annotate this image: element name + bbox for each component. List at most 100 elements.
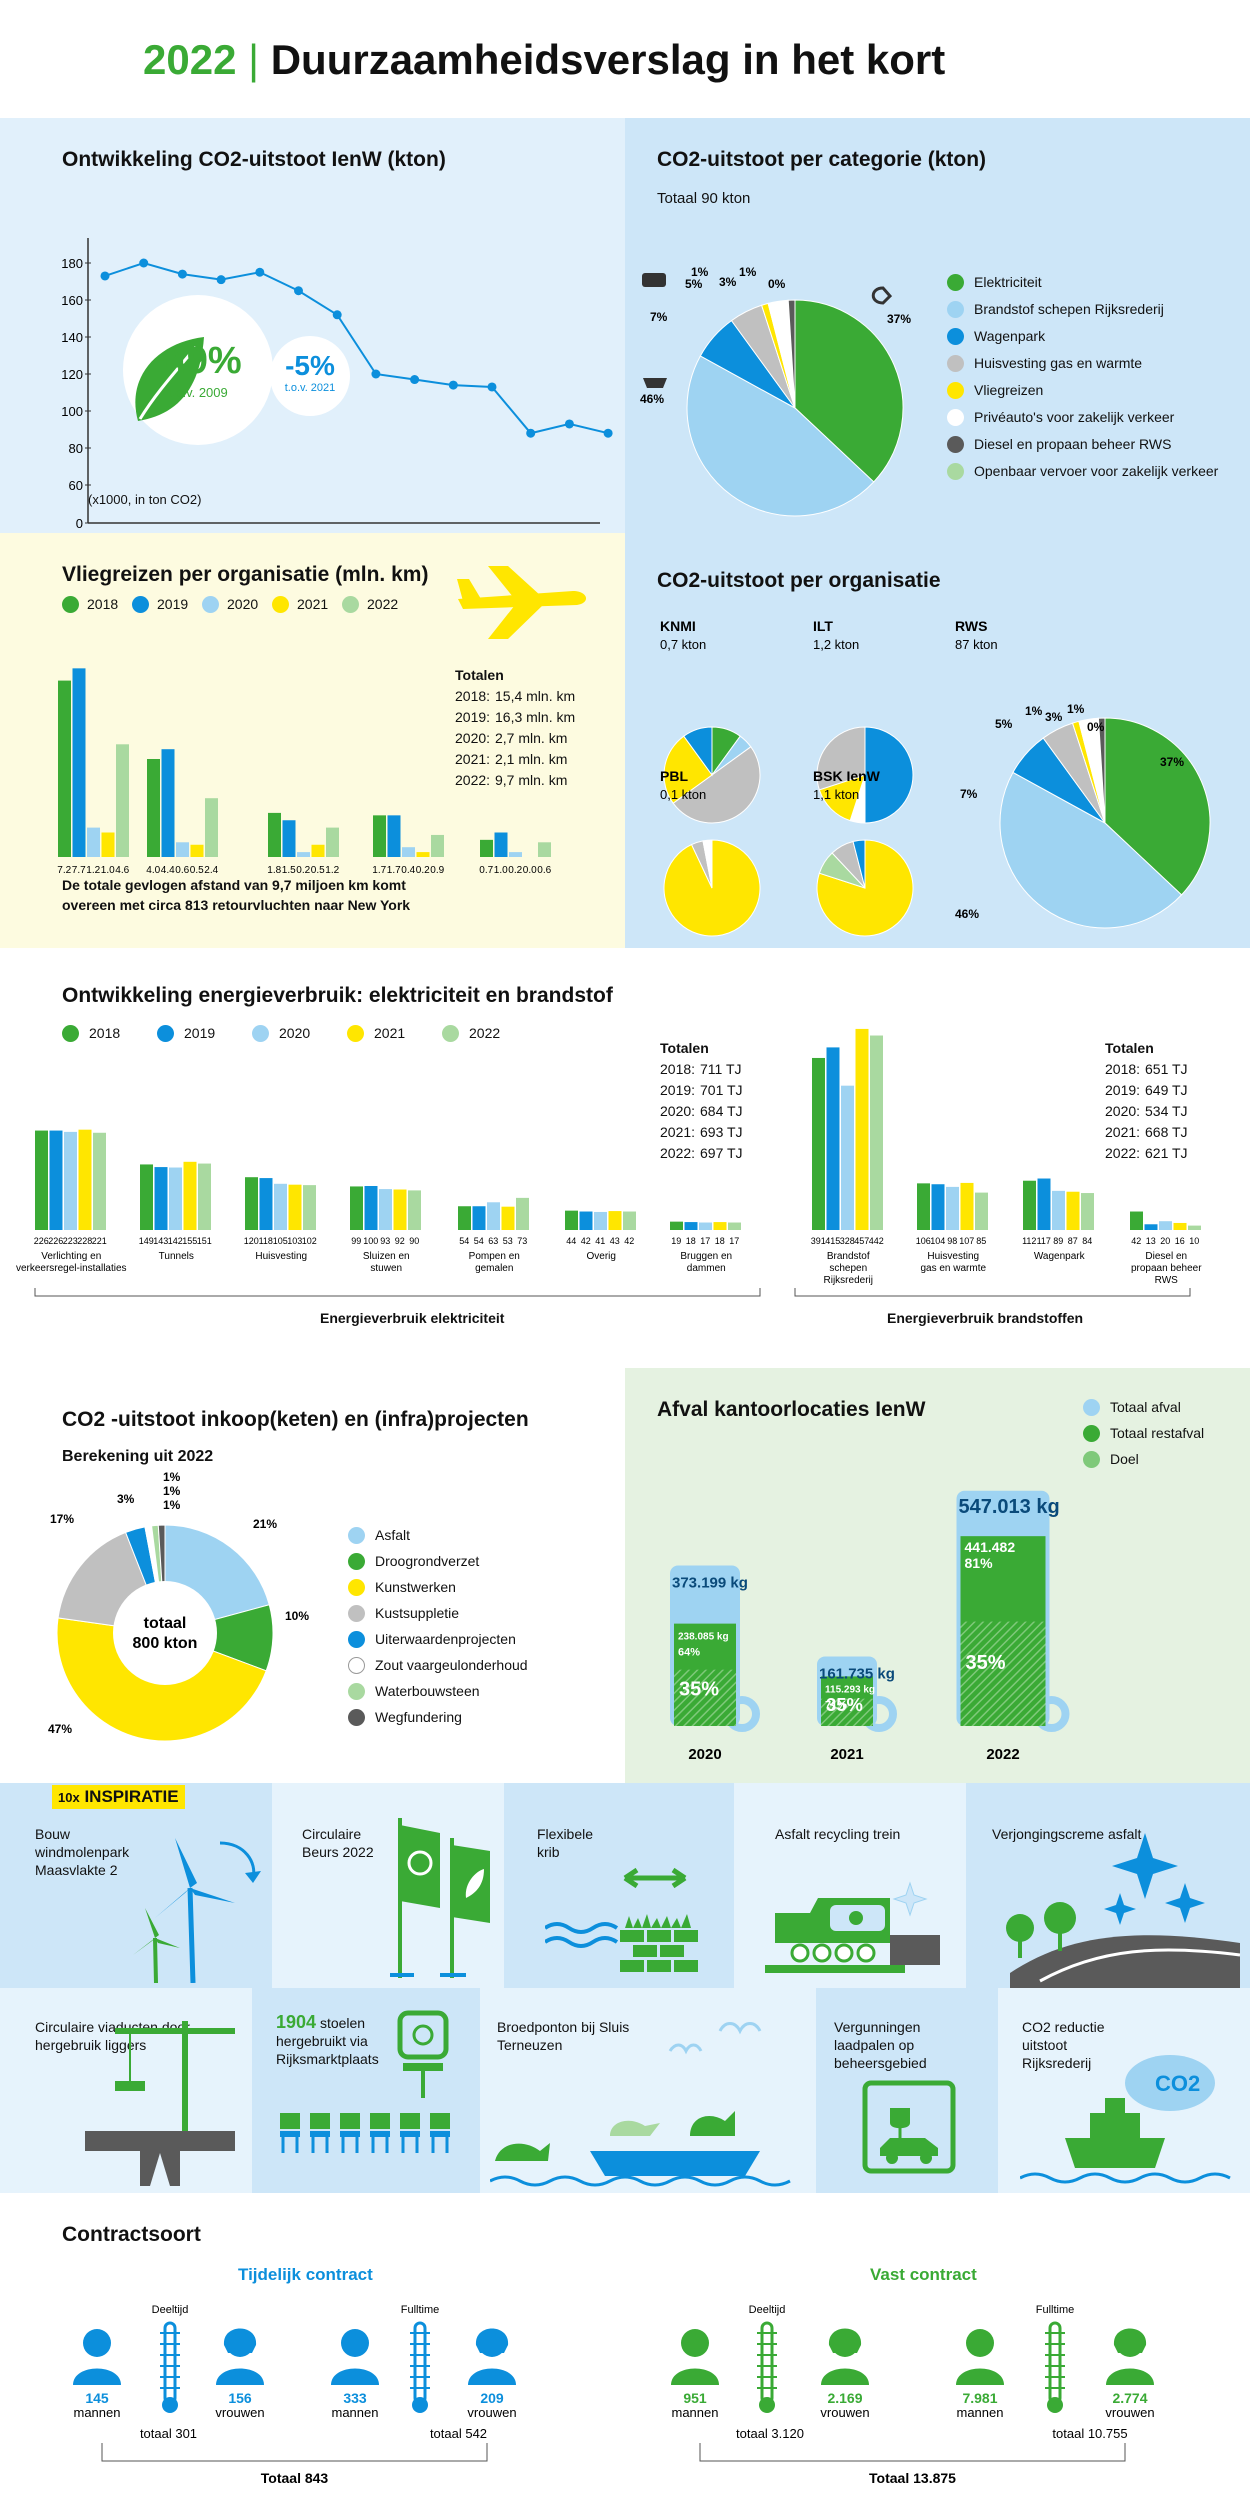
badge-49: -49% t.o.v. 2009 (123, 295, 273, 445)
legend-swatch (947, 327, 964, 345)
bar (1081, 1193, 1094, 1230)
bar-value-label: 54 (459, 1236, 469, 1246)
bar-value-label: 100 (363, 1236, 378, 1246)
flights-note-line2: overeen met circa 813 retourvluchten naa… (62, 897, 411, 913)
category-label: Wagenpark (1034, 1251, 1086, 1262)
fuel-totals-list: 2018: 651 TJ 2019: 649 TJ 2020: 534 TJ 2021: 66… (1105, 1059, 1188, 1164)
co2-category-pie: 37%46%7%5%1%3%1%0% (640, 265, 911, 517)
category-slice (686, 355, 875, 517)
bar-value-label: 149 (139, 1236, 154, 1246)
total-label: 547.013 kg (959, 1496, 1060, 1518)
person-body (1106, 2368, 1154, 2385)
pontoon-icon (490, 2022, 791, 2187)
thermo-bulb (162, 2397, 178, 2413)
legend-label: Openbaar vervoer voor zakelijk verkeer (974, 463, 1219, 480)
ship-cloud-icon: CO2 (1020, 2055, 1231, 2184)
bar (480, 839, 493, 857)
bar-value-label: 155 (182, 1236, 197, 1246)
y-tick-label: 60 (69, 478, 83, 493)
year-label: 2020 (688, 1746, 721, 1763)
plug-icon (871, 286, 893, 305)
person-label: mannen (74, 2405, 121, 2420)
bar (472, 1206, 486, 1230)
bar-value-label: 0,5 (311, 865, 325, 873)
ship-icon (643, 378, 667, 388)
bar-value-label: 0,2 (508, 865, 522, 873)
person-body (73, 2368, 121, 2385)
org-total: 87 kton (955, 637, 998, 652)
bar-value-label: 0,9 (430, 865, 444, 873)
bar-value-label: 87 (1068, 1236, 1078, 1246)
chairs-text: stoelen hergebruikt via Rijksmarktplaats (276, 2015, 379, 2067)
totals-value: 701 TJ (700, 1082, 743, 1098)
data-point (255, 267, 265, 277)
bar-value-label: 457 (854, 1236, 869, 1246)
chair-back (340, 2113, 360, 2129)
slice-label: 5% (685, 277, 703, 291)
bar-value-label: 17 (700, 1236, 710, 1246)
bar (608, 1211, 622, 1230)
legend-item: Totaal afval (1083, 1398, 1181, 1416)
thermo-bulb (412, 2397, 428, 2413)
person-hair (828, 2328, 862, 2353)
bar-value-label: 226 (48, 1236, 63, 1246)
category-label: Pompen en (469, 1251, 520, 1262)
category-slice (794, 299, 904, 483)
totals-value: 649 TJ (1145, 1082, 1188, 1098)
slice-label: 3% (1045, 710, 1063, 724)
org-name: RWS (955, 618, 987, 634)
tile-9-label: Vergunningen laadpalen op beheersgebied (834, 2019, 927, 2071)
totals-value: 534 TJ (1145, 1103, 1188, 1119)
totals-row: 2020: 534 TJ (1105, 1101, 1188, 1122)
bar-value-label: 20 (1160, 1236, 1170, 1246)
bar-value-label: 328 (840, 1236, 855, 1246)
legend-label: Doel (1110, 1451, 1139, 1468)
legend-item: Vliegreizen (947, 381, 1043, 399)
legend-swatch (62, 595, 79, 613)
totals-row: 2022: 621 TJ (1105, 1143, 1188, 1164)
category-label: Rijksrederij (824, 1275, 873, 1286)
flights-chart: 7,27,71,21,04,6BSK IenW4,04,40,60,52,4RW… (57, 668, 552, 873)
x-tick-label: 2013 (245, 531, 274, 533)
fuel-group-label: Energieverbruik brandstoffen (887, 1310, 1084, 1326)
car-icon (642, 273, 666, 287)
bar (917, 1183, 930, 1230)
bar (198, 1163, 211, 1230)
thermo-tube (1048, 2321, 1062, 2405)
legend-swatch (348, 1708, 365, 1726)
category-label: RWS (1155, 1275, 1178, 1286)
co2-trend-title: Ontwikkeling CO2-uitstoot IenW (kton) (62, 148, 446, 171)
bar-value-label: 43 (610, 1236, 620, 1246)
data-point (100, 271, 110, 281)
totals-value: 697 TJ (700, 1145, 743, 1161)
rest-pct: 71% (825, 1699, 847, 1711)
data-point (448, 380, 458, 390)
donut-center-line2: 800 kton (133, 1635, 198, 1652)
totals-value: 684 TJ (700, 1103, 743, 1119)
totals-year: 2018: (1105, 1061, 1141, 1077)
tile-bg-7 (252, 1988, 480, 2193)
co2-org-panel: CO2-uitstoot per organisatie KNMI 0,7 kto… (625, 533, 1250, 948)
bar-value-label: 1,0 (494, 865, 508, 873)
legend-item: 2019 (132, 595, 188, 613)
legend-label: Brandstof schepen Rijksrederij (974, 301, 1164, 318)
bar (841, 1085, 854, 1230)
person-count: 951 (683, 2390, 707, 2406)
totals-value: 651 TJ (1145, 1061, 1188, 1077)
legend-item: 2018 (62, 1024, 120, 1042)
bar-value-label: 1,5 (282, 865, 296, 873)
category-label: Sluizen en (363, 1251, 410, 1262)
bar (594, 1211, 607, 1230)
person-count: 333 (343, 2390, 367, 2406)
bar (169, 1167, 182, 1230)
legend-swatch (947, 381, 964, 399)
bar (1173, 1222, 1187, 1230)
legend-item: Zout vaargeulonderhoud (348, 1656, 528, 1674)
org-0-slice (683, 726, 713, 777)
legend-label: 2018 (87, 596, 119, 613)
data-point (526, 428, 536, 438)
bar (393, 1189, 407, 1230)
